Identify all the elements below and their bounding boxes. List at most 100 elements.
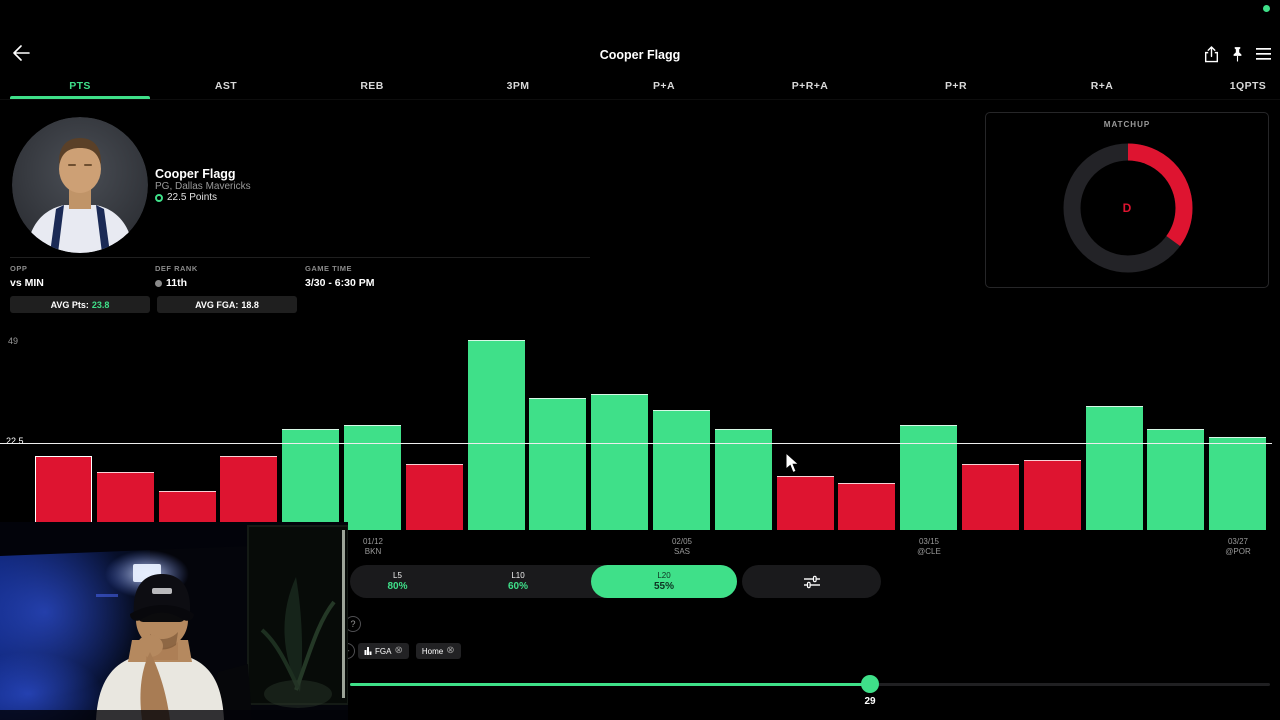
slider-knob[interactable] (861, 675, 879, 693)
tab-label: 3PM (506, 79, 530, 92)
game-bar-6[interactable] (344, 425, 401, 530)
game-bar-4[interactable] (220, 456, 277, 530)
y-axis-max-label: 49 (8, 336, 19, 346)
opp-info: OPP vs MIN (10, 264, 44, 289)
game-bar-10[interactable] (591, 394, 648, 530)
remove-chip-icon[interactable]: ⊗ (394, 645, 403, 656)
share-icon[interactable] (1202, 45, 1220, 63)
game-bar-16[interactable] (962, 464, 1019, 530)
matchup-title: MATCHUP (1103, 120, 1151, 129)
tab-1qpts[interactable]: 1QPTS (1175, 72, 1280, 99)
game-bar-12[interactable] (715, 429, 772, 530)
chart-date-label: 03/27 @POR (1225, 537, 1251, 556)
game-bar-18[interactable] (1086, 406, 1143, 530)
rank-dot-icon (155, 279, 162, 287)
opp-label: OPP (10, 264, 28, 273)
tab-p+r[interactable]: P+R (883, 72, 1029, 99)
pin-icon[interactable] (1228, 45, 1246, 63)
game-time-label: GAME TIME (305, 264, 352, 273)
menu-icon[interactable] (1254, 45, 1272, 63)
tab-label: P+R+A (791, 79, 829, 92)
tab-ast[interactable]: AST (153, 72, 299, 99)
arrow-left-icon (13, 45, 30, 61)
def-rank-text: 11th (166, 277, 188, 289)
toggle-label: L20 (657, 571, 671, 580)
game-bar-20[interactable] (1209, 437, 1266, 530)
game-bar-13[interactable] (777, 476, 834, 530)
tab-label: 1QPTS (1229, 79, 1267, 92)
tab-reb[interactable]: REB (299, 72, 445, 99)
tab-label: R+A (1090, 79, 1114, 92)
matchup-grade: D (1122, 201, 1132, 215)
game-bar-5[interactable] (282, 429, 339, 530)
back-button[interactable] (12, 45, 34, 63)
tab-pts[interactable]: PTS (7, 72, 153, 99)
tab-bar: PTS AST REB 3PM P+A P+R+A P+R R+A 1QPTS (0, 72, 1280, 100)
toggle-hit-rate: 55% (653, 581, 674, 592)
help-glyph: ? (350, 619, 356, 629)
toggle-hit-rate: 60% (507, 581, 528, 592)
game-bar-2[interactable] (97, 472, 154, 530)
avg-fga-badge: AVG FGA: 18.8 (157, 296, 297, 313)
avg-fga-label: AVG FGA: (195, 299, 239, 310)
toggle-label: L5 (393, 571, 402, 580)
opp-value: vs MIN (10, 277, 44, 289)
range-toggle-l10[interactable]: L10 60% (445, 565, 591, 598)
tab-p+r+a[interactable]: P+R+A (737, 72, 883, 99)
toggle-hit-rate: 80% (387, 581, 408, 592)
tab-3pm[interactable]: 3PM (445, 72, 591, 99)
game-bar-19[interactable] (1147, 429, 1204, 530)
tab-label: P+A (653, 79, 675, 92)
filter-chip-row: FGA ⊗ Home ⊗ (358, 643, 461, 659)
def-rank-value: 11th (155, 277, 198, 289)
prop-line-label: 22.5 (6, 436, 24, 446)
streamer-person (96, 574, 224, 720)
tab-p+a[interactable]: P+A (591, 72, 737, 99)
filter-chip-home[interactable]: Home ⊗ (415, 643, 461, 659)
chart-date-label: 03/15 @CLE (917, 537, 941, 556)
toggle-label: L10 (511, 571, 525, 580)
player-avatar (12, 117, 148, 253)
chart-x-labels: 01/12 BKN 02/05 SAS 03/15 @CLE 03/27 @POR (0, 537, 1280, 559)
def-rank-label: DEF RANK (155, 264, 198, 273)
game-bar-15[interactable] (900, 425, 957, 530)
def-rank-info: DEF RANK 11th (155, 264, 198, 289)
game-bar-1[interactable] (35, 456, 92, 530)
slider-value: 29 (864, 696, 876, 707)
game-bar-8[interactable] (468, 340, 525, 530)
game-time-value: 3/30 - 6:30 PM (305, 277, 375, 289)
avg-pts-label: AVG Pts: (50, 299, 89, 310)
matchup-arc (1063, 143, 1193, 273)
game-time-info: GAME TIME 3/30 - 6:30 PM (305, 264, 374, 289)
bar-chart-icon (364, 646, 372, 657)
tab-label: PTS (69, 79, 91, 92)
player-prop-line: 22.5 Points (155, 192, 217, 203)
page-title: Cooper Flagg (599, 48, 681, 62)
filter-chip-fga[interactable]: FGA ⊗ (358, 643, 409, 659)
tab-r+a[interactable]: R+A (1029, 72, 1175, 99)
remove-chip-icon[interactable]: ⊗ (446, 645, 455, 656)
mouse-cursor (785, 452, 800, 474)
game-bar-17[interactable] (1024, 460, 1081, 530)
filter-settings-button[interactable] (742, 565, 881, 598)
player-position-team: PG, Dallas Mavericks (155, 181, 251, 192)
matchup-donut (1063, 143, 1193, 273)
range-toggle-group: L5 80% L10 60% L20 55% (350, 565, 737, 598)
hand (137, 635, 163, 657)
game-bar-14[interactable] (838, 483, 895, 530)
section-divider (10, 257, 590, 258)
tab-label: REB (360, 79, 384, 92)
tab-label: AST (214, 79, 238, 92)
avg-pts-value: 23.8 (91, 299, 110, 310)
game-bar-9[interactable] (529, 398, 586, 530)
monitor-panel (247, 525, 349, 708)
range-toggle-l5[interactable]: L5 80% (350, 565, 445, 598)
range-toggle-l20[interactable]: L20 55% (591, 565, 737, 598)
game-bar-11[interactable] (653, 410, 710, 530)
header-actions (1202, 45, 1272, 63)
chip-label: FGA (375, 646, 392, 656)
game-bar-7[interactable] (406, 464, 463, 530)
prop-ring-icon (155, 193, 163, 202)
avg-fga-value: 18.8 (241, 299, 259, 310)
